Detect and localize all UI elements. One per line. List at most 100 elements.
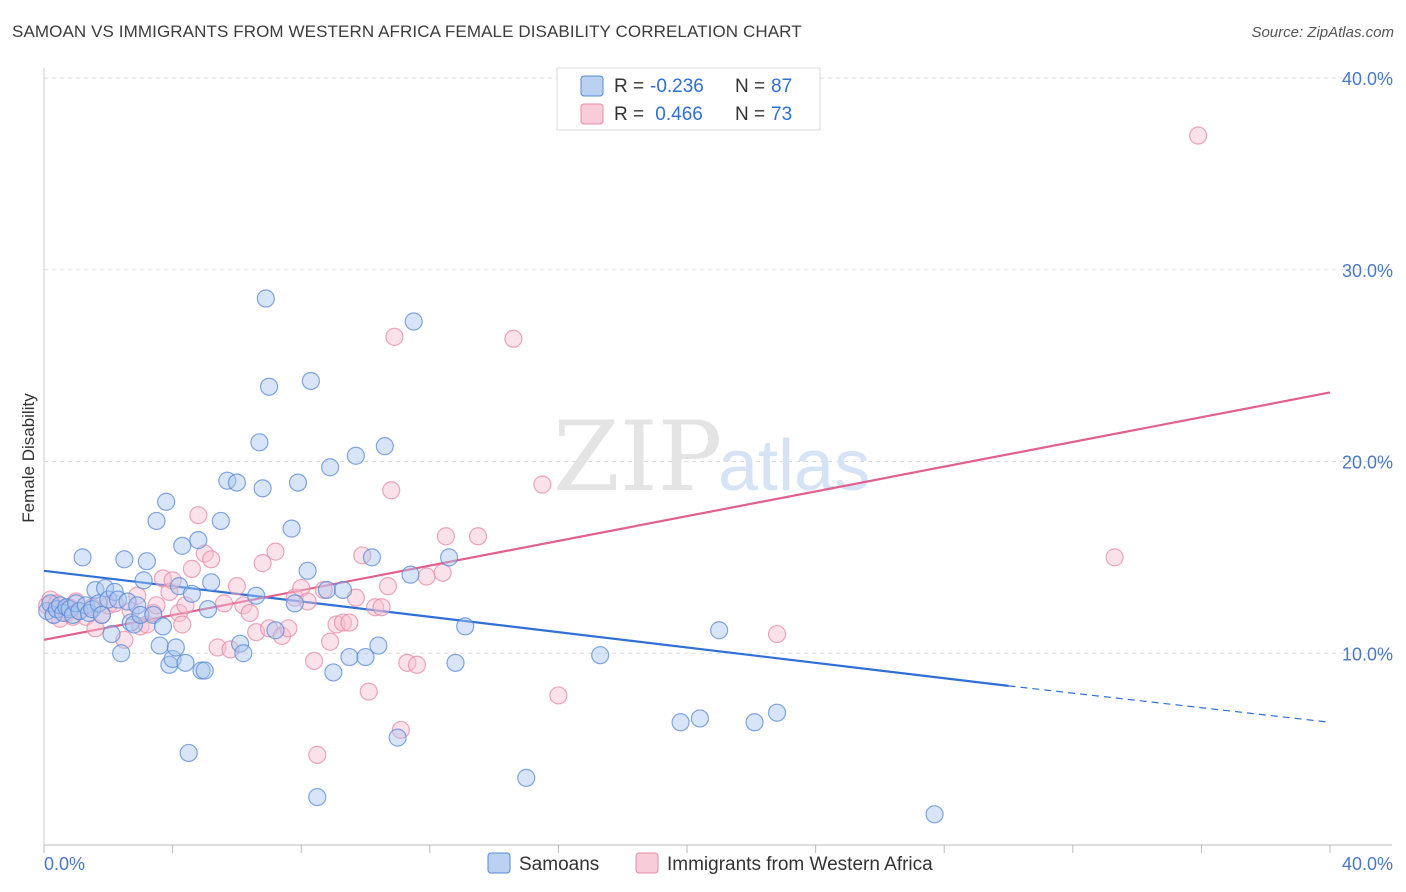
samoans-point-76 [375,437,394,456]
legend-r-label-1: R = [614,76,644,97]
samoans-point-87 [710,621,729,640]
samoans-point-77 [388,728,407,747]
waf-point-61 [378,577,398,596]
series-legend: Samoans Immigrants from Western Africa [487,852,933,875]
waf-point-25 [160,582,179,601]
watermark-atlas: atlas [718,426,870,506]
samoans-point-68 [321,458,340,477]
legend-label-waf: Immigrants from Western Africa [667,854,933,875]
samoans-point-70 [333,580,353,600]
trend-lines [43,391,1331,723]
legend-r-value-1: -0.236 [650,76,704,97]
samoans-point-39 [166,638,185,657]
waf-point-37 [227,577,246,596]
waf-point-70 [468,527,488,546]
samoans-point-82 [456,617,475,636]
legend-swatch-samoans-bottom [487,852,511,874]
y-tick-label-3: 40.0% [1342,69,1393,89]
samoans-point-45 [189,531,208,550]
samoans-point-54 [234,644,253,663]
waf-point-21 [137,615,156,634]
samoans-point-52 [227,473,246,492]
samoans-point-18 [95,578,115,598]
samoans-point-67 [317,580,337,600]
samoans-point-34 [150,636,169,655]
samoans-point-57 [253,479,272,498]
waf-point-55 [340,613,359,632]
samoans-point-90 [925,805,944,824]
samoans-point-58 [256,289,275,308]
waf-point-28 [173,615,192,634]
legend-r-label-2: R = [614,104,644,125]
legend-n-label-1: N = [735,76,765,97]
legend-swatch-waf-bottom [635,852,659,874]
samoans-point-31 [137,552,156,571]
samoans-point-26 [121,613,140,632]
x-tick-label-0: 0.0% [44,854,85,874]
legend-swatch-samoans [580,75,604,97]
samoans-point-79 [404,312,423,331]
y-tick-labels: 10.0% 20.0% 30.0% 40.0% [1342,69,1393,664]
waf-point-52 [321,632,340,651]
gridlines [44,77,1392,654]
samoans-point-84 [591,646,610,665]
samoans-point-63 [288,473,308,492]
watermark-zip: ZIP [553,401,722,513]
x-tick-label-1: 40.0% [1342,854,1393,874]
samoans-point-16 [89,594,108,613]
samoans-point-30 [134,571,153,590]
samoans-point-24 [115,550,134,569]
samoans-point-37 [160,655,179,674]
samoans-point-65 [301,371,320,391]
waf-point-33 [202,550,221,569]
waf-point-75 [1105,548,1124,567]
samoans-point-42 [176,653,195,672]
legend-n-value-2: 73 [771,104,792,125]
waf-point-35 [214,594,234,613]
samoans-point-80 [439,548,459,567]
samoans-point-88 [745,713,764,732]
waf-point-23 [147,596,166,615]
legend-swatch-waf [580,103,604,125]
waf-point-19 [128,586,147,605]
samoans-point-44 [182,584,201,603]
watermark: ZIP atlas [553,401,870,513]
samoans-point-29 [131,605,150,625]
waf-point-69 [436,527,455,546]
waf-point-29 [176,596,195,615]
waf-point-74 [767,624,787,644]
samoans-point-25 [118,592,137,611]
samoans-point-73 [356,647,375,667]
samoans-point-43 [179,743,198,763]
samoans-point-78 [401,565,420,584]
samoans-point-59 [259,377,279,396]
samoans-point-71 [340,647,359,667]
axes [43,68,1392,853]
legend-r-value-2: 0.466 [650,104,703,125]
samoans-point-89 [767,703,787,722]
samoans-point-83 [517,768,536,787]
waf-point-63 [385,327,404,346]
samoans-trend-extension [1008,685,1331,723]
waf-point-66 [407,655,427,674]
waf-point-30 [182,559,201,578]
samoans-point-75 [369,636,388,655]
waf-trend-line [43,391,1331,641]
samoans-point-36 [157,492,176,511]
samoans-point-50 [211,511,230,531]
samoans-point-28 [128,596,147,615]
legend-n-value-1: 87 [771,76,792,97]
legend-n-label-2: N = [735,104,765,125]
samoans-point-66 [308,787,327,807]
samoans-point-23 [112,644,131,663]
chart-title: SAMOAN VS IMMIGRANTS FROM WESTERN AFRICA… [12,22,802,41]
waf-point-76 [1189,126,1208,145]
waf-point-58 [359,682,378,701]
samoans-point-55 [247,586,266,605]
samoans-point-69 [324,663,343,682]
waf-point-60 [372,598,391,617]
samoans-trend-line [43,569,1009,687]
samoans-point-17 [92,605,111,625]
waf-point-43 [266,542,285,561]
y-tick-label-2: 30.0% [1342,261,1393,281]
